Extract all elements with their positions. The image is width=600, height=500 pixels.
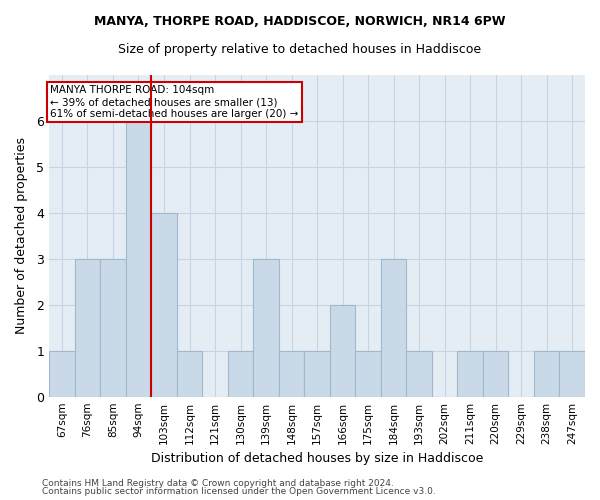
Bar [381,259,406,396]
Bar [49,350,75,397]
Bar [304,350,330,397]
Bar [279,350,304,397]
Bar [330,305,355,396]
Text: MANYA, THORPE ROAD, HADDISCOE, NORWICH, NR14 6PW: MANYA, THORPE ROAD, HADDISCOE, NORWICH, … [94,15,506,28]
Bar [100,259,126,396]
Text: Size of property relative to detached houses in Haddiscoe: Size of property relative to detached ho… [118,42,482,56]
Text: MANYA THORPE ROAD: 104sqm
← 39% of detached houses are smaller (13)
61% of semi-: MANYA THORPE ROAD: 104sqm ← 39% of detac… [50,86,299,118]
Bar [559,350,585,397]
Bar [406,350,432,397]
Bar [355,350,381,397]
Bar [126,121,151,396]
Bar [483,350,508,397]
Bar [253,259,279,396]
Bar [228,350,253,397]
Bar [534,350,559,397]
Bar [151,213,177,396]
Bar [177,350,202,397]
X-axis label: Distribution of detached houses by size in Haddiscoe: Distribution of detached houses by size … [151,452,483,465]
Bar [75,259,100,396]
Y-axis label: Number of detached properties: Number of detached properties [15,138,28,334]
Text: Contains HM Land Registry data © Crown copyright and database right 2024.: Contains HM Land Registry data © Crown c… [42,478,394,488]
Bar [457,350,483,397]
Text: Contains public sector information licensed under the Open Government Licence v3: Contains public sector information licen… [42,487,436,496]
